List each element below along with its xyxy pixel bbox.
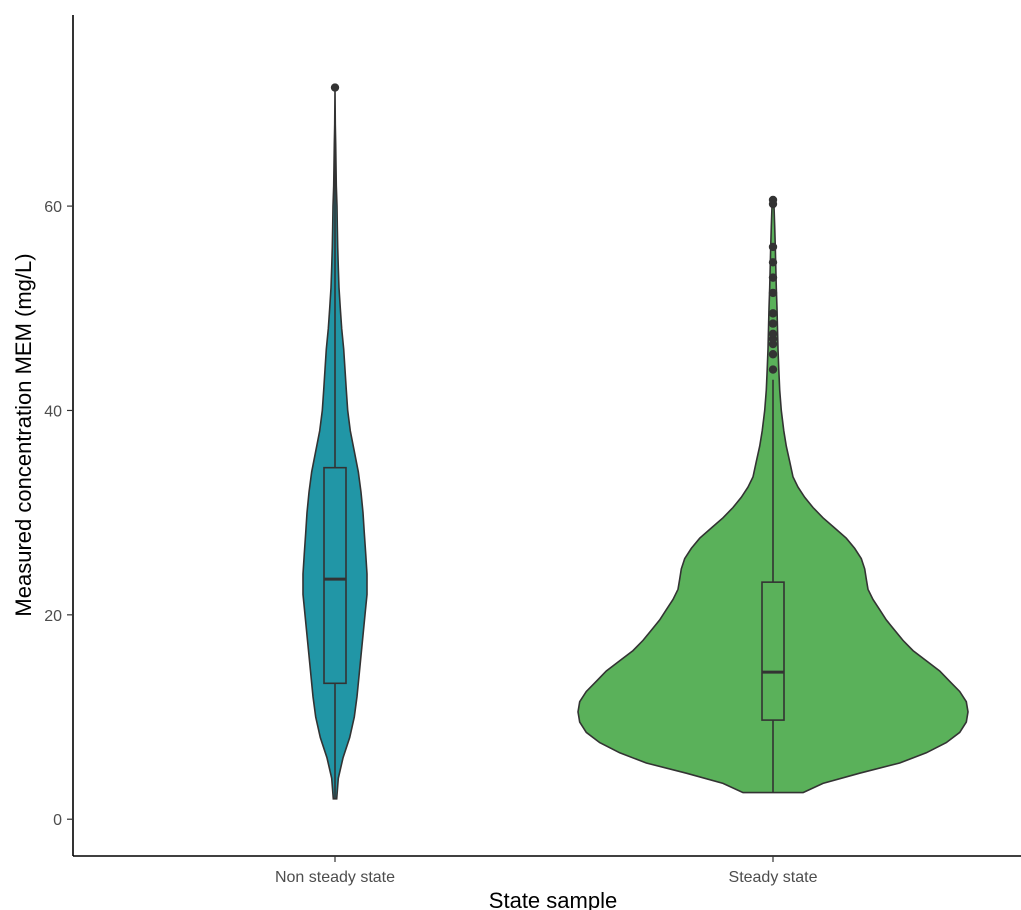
outlier-point	[768, 195, 778, 205]
outlier-point	[768, 242, 778, 252]
iqr-box	[323, 466, 347, 685]
iqr-box	[761, 581, 785, 721]
x-tick-label: Steady state	[729, 869, 818, 886]
y-tick-label: 60	[44, 199, 62, 216]
x-axis-ticks: Non steady state Steady state	[275, 856, 818, 886]
y-tick-label: 0	[53, 812, 62, 829]
outlier-point	[768, 365, 778, 374]
x-tick-label: Non steady state	[275, 869, 395, 886]
y-tick-label: 20	[44, 608, 62, 625]
x-axis-title: State sample	[489, 888, 617, 910]
outlier-point	[768, 258, 778, 267]
y-axis-title: Measured concentration MEM (mg/L)	[11, 253, 36, 616]
y-axis-ticks: 0 20 40 60	[44, 199, 73, 829]
outlier-point	[330, 83, 340, 92]
y-tick-label: 40	[44, 403, 62, 420]
outlier-point	[768, 288, 778, 298]
outlier-point	[768, 350, 778, 359]
plot-area	[302, 83, 969, 800]
outlier-point	[768, 309, 778, 318]
outlier-point	[768, 319, 778, 328]
outlier-point	[768, 273, 778, 282]
outlier-point	[768, 329, 778, 339]
